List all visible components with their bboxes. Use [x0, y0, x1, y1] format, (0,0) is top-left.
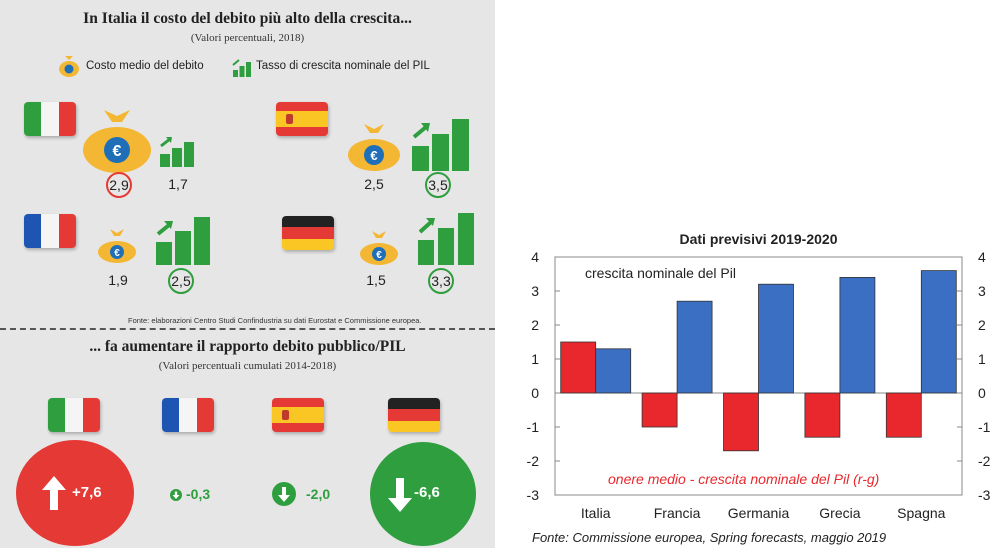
bar-r-g: [885, 392, 922, 438]
italy-ratio-value: +7,6: [72, 484, 102, 501]
y-tick-label-left: -2: [527, 453, 540, 469]
italy-growth-value: 1,7: [168, 176, 188, 192]
y-tick-label-left: -3: [527, 487, 540, 503]
y-tick-label-right: 3: [978, 283, 986, 299]
bar-growth: [758, 283, 794, 394]
x-tick-label: Spagna: [897, 505, 945, 521]
france-growth-value: 2,5: [168, 268, 194, 294]
y-tick-label-right: -3: [978, 487, 991, 503]
y-tick-label-right: 4: [978, 249, 986, 265]
spain-flag: [276, 102, 328, 136]
money-bag-icon: €: [348, 124, 400, 171]
legend-growth-label: Tasso di crescita nominale del PIL: [256, 60, 430, 72]
x-tick-label: Italia: [581, 505, 611, 521]
x-tick-label: Grecia: [819, 505, 860, 521]
italy-ratio-circle: +7,6: [16, 440, 134, 546]
arrow-up-icon: [42, 476, 66, 510]
growth-bars-icon: [418, 213, 474, 265]
infographic-panel: In Italia il costo del debito più alto d…: [0, 0, 495, 548]
svg-text:€: €: [113, 143, 122, 160]
infographic-title: In Italia il costo del debito più alto d…: [83, 10, 412, 27]
y-tick-label-left: -1: [527, 419, 540, 435]
spain-growth-value: 3,5: [425, 172, 451, 198]
y-tick-label-right: 1: [978, 351, 986, 367]
svg-text:€: €: [370, 148, 377, 163]
bar-chart: Dati previsivi 2019-2020 4 4 3 3 2 2 1 1 0 0 -1 -1 -2…: [527, 231, 991, 521]
money-bag-icon: €: [98, 229, 136, 263]
italy-flag: [24, 102, 76, 136]
italy-debt-value: 2,9: [106, 172, 132, 198]
y-tick-label-right: 0: [978, 385, 986, 401]
svg-text:€: €: [376, 250, 382, 261]
france-debt-value: 1,9: [108, 272, 128, 288]
arrow-down-icon: [388, 478, 412, 512]
bar-growth: [676, 300, 713, 394]
infographic-source-note: Fonte: elaborazioni Centro Studi Confind…: [128, 316, 422, 325]
bar-r-g: [641, 392, 678, 428]
section-divider: [0, 328, 495, 330]
germany-ratio-value: -6,6: [414, 484, 440, 501]
y-tick-label-right: 2: [978, 317, 986, 333]
france-flag: [24, 214, 76, 248]
italy-flag: [48, 398, 100, 432]
series-label-r-g: onere medio - crescita nominale del Pil …: [608, 471, 879, 487]
y-tick-label-left: 3: [531, 283, 539, 299]
y-tick-label-right: -2: [978, 453, 991, 469]
growth-bars-icon: [232, 59, 251, 77]
germany-flag: [388, 398, 440, 432]
france-flag: [162, 398, 214, 432]
chart-title: Dati previsivi 2019-2020: [680, 231, 838, 247]
spain-debt-value: 2,5: [364, 176, 384, 192]
bar-growth: [595, 348, 632, 394]
y-tick-label-left: 4: [531, 249, 539, 265]
y-tick-label-left: 2: [531, 317, 539, 333]
growth-bars-icon: [412, 119, 469, 171]
bar-growth: [839, 276, 876, 394]
infographic-subtitle: (Valori percentuali, 2018): [190, 32, 305, 44]
chart-source: Fonte: Commissione europea, Spring forec…: [532, 530, 887, 545]
money-bag-icon: [59, 56, 79, 77]
infographic-title-2: ... fa aumentare il rapporto debito pubb…: [89, 338, 406, 355]
series-label-growth: crescita nominale del Pil: [585, 265, 736, 281]
germany-flag: [282, 216, 334, 250]
germany-debt-value: 1,5: [366, 272, 386, 288]
money-bag-icon: €: [360, 231, 398, 265]
legend-debt-label: Costo medio del debito: [86, 60, 204, 72]
france-ratio-value: -0,3: [186, 486, 211, 502]
y-tick-label-left: 1: [531, 351, 539, 367]
spain-ratio-value: -2,0: [306, 486, 331, 502]
bar-growth: [920, 270, 957, 394]
spain-flag: [272, 398, 324, 432]
bar-r-g: [560, 341, 597, 394]
arrow-down-icon: [170, 489, 182, 501]
x-tick-label: Francia: [654, 505, 701, 521]
growth-bars-icon: [160, 137, 194, 167]
chart-panel: Dati previsivi 2019-2020 4 4 3 3 2 2 1 1 0 0 -1 -1 -2…: [510, 0, 1000, 554]
x-tick-label: Germania: [728, 505, 790, 521]
bar-r-g: [723, 392, 759, 452]
germany-growth-value: 3,3: [428, 268, 454, 294]
growth-bars-icon: [156, 217, 210, 265]
plot-frame: [554, 256, 963, 496]
bar-r-g: [804, 392, 841, 438]
y-tick-label-right: -1: [978, 419, 991, 435]
svg-text:€: €: [114, 248, 120, 259]
money-bag-icon: €: [83, 110, 151, 173]
infographic-subtitle-2: (Valori percentuali cumulati 2014-2018): [158, 360, 337, 372]
arrow-down-icon: [272, 482, 296, 506]
y-tick-label-left: 0: [531, 385, 539, 401]
germany-ratio-circle: -6,6: [370, 442, 476, 546]
